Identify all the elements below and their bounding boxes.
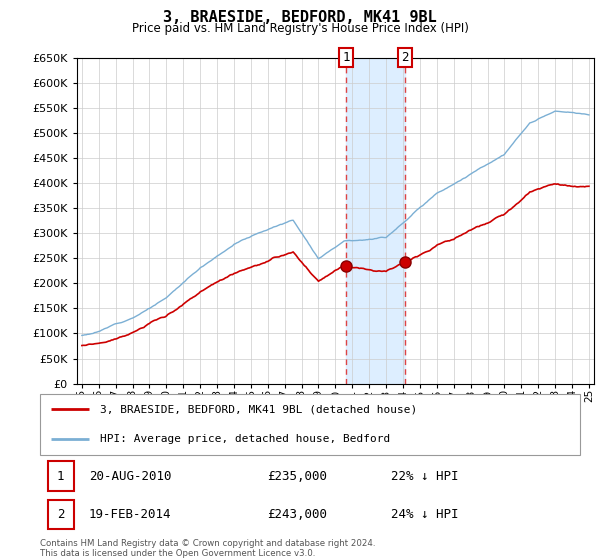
Text: HPI: Average price, detached house, Bedford: HPI: Average price, detached house, Bedf…	[100, 434, 390, 444]
Text: 1: 1	[342, 51, 350, 64]
FancyBboxPatch shape	[48, 461, 74, 491]
Bar	[346, 58, 405, 384]
Text: 20-AUG-2010: 20-AUG-2010	[89, 470, 172, 483]
Text: 2: 2	[401, 51, 409, 64]
Text: £235,000: £235,000	[267, 470, 327, 483]
Text: 19-FEB-2014: 19-FEB-2014	[89, 508, 172, 521]
FancyBboxPatch shape	[48, 500, 74, 529]
FancyBboxPatch shape	[40, 394, 580, 455]
Text: 1: 1	[57, 470, 64, 483]
Text: 24% ↓ HPI: 24% ↓ HPI	[391, 508, 459, 521]
Text: 22% ↓ HPI: 22% ↓ HPI	[391, 470, 459, 483]
Text: 3, BRAESIDE, BEDFORD, MK41 9BL (detached house): 3, BRAESIDE, BEDFORD, MK41 9BL (detached…	[100, 404, 417, 414]
Text: Price paid vs. HM Land Registry's House Price Index (HPI): Price paid vs. HM Land Registry's House …	[131, 22, 469, 35]
Text: 3, BRAESIDE, BEDFORD, MK41 9BL: 3, BRAESIDE, BEDFORD, MK41 9BL	[163, 10, 437, 25]
Text: 2: 2	[57, 508, 64, 521]
Text: £243,000: £243,000	[267, 508, 327, 521]
Text: Contains HM Land Registry data © Crown copyright and database right 2024.
This d: Contains HM Land Registry data © Crown c…	[40, 539, 376, 558]
